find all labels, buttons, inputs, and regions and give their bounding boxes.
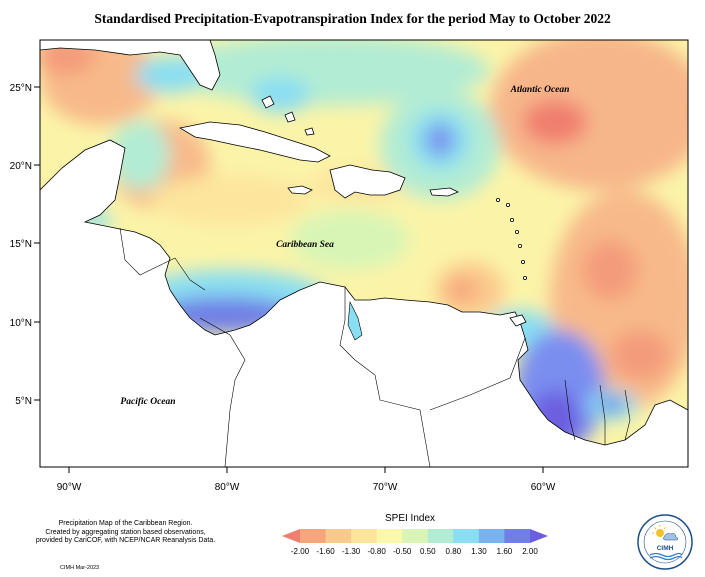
legend-swatch xyxy=(478,529,505,543)
credits-line-3: provided by CariCOF, with NCEP/NCAR Rean… xyxy=(35,537,216,545)
legend-arrow-low xyxy=(282,529,300,543)
y-tick-20n: 20°N xyxy=(10,161,32,172)
legend-swatch xyxy=(402,529,429,543)
legend-tick-label: 0.80 xyxy=(445,547,462,556)
cimh-logo: CIMH xyxy=(637,514,693,570)
legend-arrow-high xyxy=(530,529,548,543)
legend-tick-label: -0.80 xyxy=(367,547,386,556)
x-tick-90w: 90°W xyxy=(57,482,82,493)
legend-colorbar xyxy=(282,529,548,543)
legend-swatch xyxy=(325,529,352,543)
y-axis-labels: 25°N 20°N 15°N 10°N 5°N xyxy=(10,83,32,407)
legend-swatch xyxy=(300,529,327,543)
y-tick-5n: 5°N xyxy=(15,396,32,407)
y-tick-10n: 10°N xyxy=(10,318,32,329)
spei-field xyxy=(40,40,688,467)
credits-line-2: Created by aggregating station based obs… xyxy=(45,528,206,536)
map-frame xyxy=(39,39,689,468)
x-tick-80w: 80°W xyxy=(215,482,240,493)
legend-swatch xyxy=(504,529,531,543)
legend-tick-label: 1.30 xyxy=(471,547,487,556)
caribbean-sea-label: Caribbean Sea xyxy=(276,240,334,250)
x-axis-labels: 90°W 80°W 70°W 60°W xyxy=(57,482,556,493)
legend-title: SPEI Index xyxy=(384,513,436,524)
y-tick-15n: 15°N xyxy=(10,239,32,250)
atlantic-ocean-label: Atlantic Ocean xyxy=(510,85,570,95)
map-credits: Precipitation Map of the Caribbean Regio… xyxy=(18,520,233,546)
map-title: Standardised Precipitation-Evapotranspir… xyxy=(94,11,611,26)
pacific-ocean-label: Pacific Ocean xyxy=(120,397,175,407)
y-tick-25n: 25°N xyxy=(10,83,32,94)
legend-swatch xyxy=(351,529,378,543)
legend-swatch xyxy=(427,529,454,543)
legend-tick-label: -2.00 xyxy=(290,547,310,556)
legend-tick-label: 0.50 xyxy=(419,547,436,556)
legend-tick-label: 2.00 xyxy=(522,547,538,556)
legend-tick-label: 1.60 xyxy=(496,547,513,556)
legend-tick-label: -1.30 xyxy=(341,547,361,556)
legend-swatch xyxy=(376,529,403,543)
landmasses xyxy=(40,40,688,467)
x-tick-70w: 70°W xyxy=(373,482,398,493)
legend-tick-label: -1.60 xyxy=(316,547,335,556)
axis-ticks xyxy=(34,86,544,473)
credits-line-1: Precipitation Map of the Caribbean Regio… xyxy=(58,520,193,527)
issue-stamp: CIMH Mar-2023 xyxy=(60,565,100,571)
legend-swatch xyxy=(453,529,480,543)
logo-text: CIMH xyxy=(657,545,674,552)
legend-tick-label: -0.50 xyxy=(393,547,412,556)
x-tick-60w: 60°W xyxy=(531,482,556,493)
